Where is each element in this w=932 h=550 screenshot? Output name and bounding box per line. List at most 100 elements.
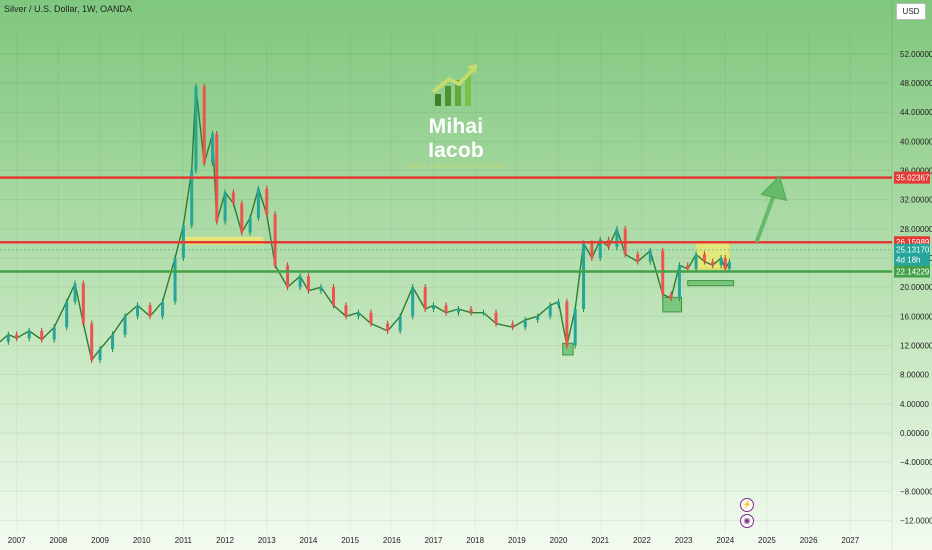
- x-tick-label: 2011: [175, 536, 193, 545]
- candle-body: [286, 265, 290, 288]
- candle-body: [694, 254, 698, 269]
- candle-body: [136, 305, 140, 317]
- x-tick-label: 2008: [49, 536, 67, 545]
- candle-body: [669, 294, 673, 299]
- candle-body: [306, 276, 310, 291]
- candle-body: [52, 327, 56, 340]
- x-tick-label: 2015: [341, 536, 359, 545]
- x-tick-label: 2010: [133, 536, 151, 545]
- projection-arrow-head: [760, 175, 788, 202]
- y-tick-label: 32.00000: [900, 196, 932, 205]
- y-tick-label: 12.00000: [900, 341, 932, 350]
- x-tick-label: 2023: [675, 536, 693, 545]
- y-tick-label: 0.00000: [900, 429, 929, 438]
- x-tick-label: 2025: [758, 536, 776, 545]
- x-tick-label: 2026: [800, 536, 818, 545]
- candle-body: [111, 334, 115, 350]
- currency-button[interactable]: USD: [896, 3, 926, 20]
- candle-body: [431, 305, 435, 310]
- x-tick-label: 2021: [591, 536, 609, 545]
- candle-body: [719, 257, 723, 266]
- candle-body: [319, 287, 323, 291]
- logo-tagline: FOREX, GOLD & CRYPTO TRADER: [406, 164, 506, 170]
- y-tick-label: 44.00000: [900, 108, 932, 117]
- x-tick-label: 2017: [425, 536, 443, 545]
- candle-body: [469, 309, 473, 313]
- candle-body: [211, 134, 215, 164]
- zone-green: [687, 280, 735, 287]
- y-tick-label: 48.00000: [900, 79, 932, 88]
- x-tick-label: 2024: [716, 536, 734, 545]
- candle-body: [677, 265, 681, 299]
- countdown-label: 4d 18h: [896, 256, 920, 265]
- candle-body: [398, 316, 402, 331]
- candle-body: [423, 287, 427, 310]
- candle-body: [636, 254, 640, 262]
- watermark-logo: Mihai Iacob FOREX, GOLD & CRYPTO TRADER: [398, 62, 514, 170]
- candle-body: [565, 301, 569, 346]
- price-line: [0, 85, 731, 361]
- x-tick-label: 2019: [508, 536, 526, 545]
- candle-body: [648, 250, 652, 262]
- candle-body: [369, 312, 373, 324]
- candle-body: [444, 305, 448, 313]
- candle-body: [98, 349, 102, 361]
- candle-body: [223, 192, 227, 222]
- level-label-bg: [894, 171, 930, 184]
- y-tick-label: 52.00000: [900, 50, 932, 59]
- candle-body: [148, 305, 152, 317]
- candle-body: [161, 301, 165, 317]
- current-price-badge: [894, 243, 930, 266]
- y-tick-label: −4.00000: [900, 458, 932, 467]
- candle-body: [598, 239, 602, 258]
- candle-body: [248, 217, 252, 233]
- flag-icon[interactable]: ◉: [740, 514, 754, 528]
- candle-body: [190, 170, 194, 226]
- candle-body: [6, 334, 10, 342]
- candle-body: [711, 261, 715, 266]
- level-label: 35.02367: [896, 174, 930, 183]
- x-tick-label: 2016: [383, 536, 401, 545]
- level-label: 22.14229: [896, 268, 930, 277]
- candle-body: [482, 312, 486, 314]
- zone-green: [662, 296, 683, 313]
- candle-body: [202, 86, 206, 164]
- candle-body: [265, 188, 269, 215]
- candle-body: [256, 188, 260, 218]
- current-price-label: 25.13170: [896, 246, 930, 255]
- candle-body: [173, 257, 177, 302]
- level-label: 26.15989: [896, 238, 930, 247]
- x-tick-label: 2007: [8, 536, 26, 545]
- level-label-bg: [894, 265, 930, 278]
- candle-body: [573, 309, 577, 346]
- y-tick-label: 20.00000: [900, 283, 932, 292]
- y-tick-label: 28.00000: [900, 225, 932, 234]
- x-tick-label: 2020: [550, 536, 568, 545]
- candle-body: [194, 86, 198, 171]
- candle-body: [548, 305, 552, 317]
- candle-body: [27, 330, 31, 339]
- x-tick-label: 2009: [91, 536, 109, 545]
- y-tick-label: 8.00000: [900, 371, 929, 380]
- y-tick-label: −8.00000: [900, 487, 932, 496]
- candle-body: [727, 261, 731, 269]
- candle-body: [331, 287, 335, 306]
- candle-body: [15, 334, 19, 339]
- x-tick-label: 2012: [216, 536, 234, 545]
- y-tick-label: 16.00000: [900, 312, 932, 321]
- candle-body: [615, 228, 619, 248]
- event-bolt-icon[interactable]: ⚡: [740, 498, 754, 512]
- candle-body: [356, 312, 360, 317]
- candle-body: [73, 283, 77, 302]
- y-tick-label: −12.00000: [900, 516, 932, 525]
- candle-body: [273, 214, 277, 266]
- candle-body: [40, 330, 44, 340]
- x-tick-label: 2018: [466, 536, 484, 545]
- x-tick-label: 2014: [300, 536, 318, 545]
- y-tick-label: 4.00000: [900, 400, 929, 409]
- candle-body: [523, 319, 527, 328]
- candle-body: [590, 243, 594, 258]
- candle-body: [536, 316, 540, 320]
